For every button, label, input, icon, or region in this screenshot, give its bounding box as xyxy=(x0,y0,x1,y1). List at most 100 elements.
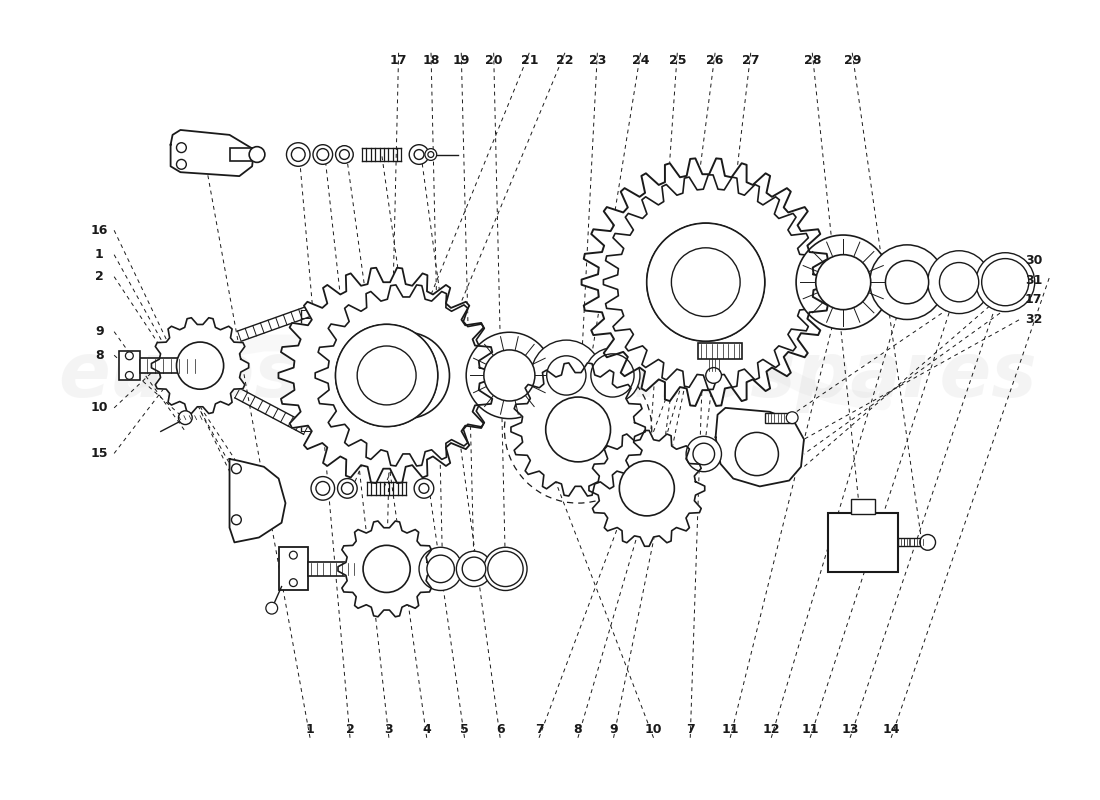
Circle shape xyxy=(317,149,329,161)
Text: 2: 2 xyxy=(345,723,354,737)
Circle shape xyxy=(336,324,438,426)
Polygon shape xyxy=(230,459,286,542)
Text: 1: 1 xyxy=(306,723,315,737)
Text: 29: 29 xyxy=(844,54,861,67)
Text: 14: 14 xyxy=(882,723,900,737)
Text: 20: 20 xyxy=(485,54,503,67)
Text: 12: 12 xyxy=(762,723,780,737)
Text: eurospares: eurospares xyxy=(554,339,1037,414)
Circle shape xyxy=(671,248,740,317)
Bar xyxy=(851,499,874,514)
Circle shape xyxy=(886,261,928,304)
Circle shape xyxy=(484,547,527,590)
Bar xyxy=(136,358,198,374)
Circle shape xyxy=(585,348,640,403)
Circle shape xyxy=(487,551,524,586)
Polygon shape xyxy=(588,430,705,546)
Circle shape xyxy=(336,146,353,163)
Polygon shape xyxy=(152,318,249,414)
Text: 1: 1 xyxy=(95,248,103,261)
Circle shape xyxy=(647,223,764,341)
Bar xyxy=(230,148,254,162)
Text: 4: 4 xyxy=(422,723,431,737)
Text: 32: 32 xyxy=(1025,314,1043,326)
Text: 9: 9 xyxy=(609,723,618,737)
Text: 26: 26 xyxy=(706,54,724,67)
Text: 5: 5 xyxy=(460,723,469,737)
Circle shape xyxy=(531,340,602,411)
Circle shape xyxy=(292,148,305,162)
Bar xyxy=(899,538,926,546)
Bar xyxy=(119,351,140,380)
Text: 19: 19 xyxy=(452,54,470,67)
Text: 30: 30 xyxy=(1025,254,1043,267)
Circle shape xyxy=(338,478,358,498)
Text: 16: 16 xyxy=(90,224,108,237)
Circle shape xyxy=(927,250,990,314)
Circle shape xyxy=(286,142,310,166)
Circle shape xyxy=(178,411,192,425)
Circle shape xyxy=(647,223,764,341)
Circle shape xyxy=(870,245,945,319)
Text: 9: 9 xyxy=(95,325,103,338)
Circle shape xyxy=(816,254,871,310)
Polygon shape xyxy=(582,158,829,406)
Circle shape xyxy=(341,482,353,494)
Circle shape xyxy=(693,443,715,465)
Bar xyxy=(827,513,899,572)
Text: 31: 31 xyxy=(1025,274,1043,287)
Circle shape xyxy=(786,412,799,423)
Circle shape xyxy=(428,151,433,158)
Circle shape xyxy=(289,551,297,559)
Circle shape xyxy=(316,482,330,495)
Text: 11: 11 xyxy=(722,723,739,737)
Circle shape xyxy=(425,149,437,161)
Circle shape xyxy=(311,477,334,500)
Circle shape xyxy=(363,546,410,593)
Text: 24: 24 xyxy=(631,54,649,67)
Text: 13: 13 xyxy=(842,723,859,737)
Text: 7: 7 xyxy=(686,723,694,737)
Text: 23: 23 xyxy=(588,54,606,67)
Text: 17: 17 xyxy=(1025,293,1043,306)
Bar xyxy=(764,413,794,422)
Circle shape xyxy=(314,145,332,164)
Text: 11: 11 xyxy=(802,723,818,737)
Text: 3: 3 xyxy=(385,723,393,737)
Circle shape xyxy=(591,354,634,397)
Polygon shape xyxy=(338,521,436,617)
Text: 27: 27 xyxy=(742,54,759,67)
Bar xyxy=(697,343,742,358)
Circle shape xyxy=(462,557,486,581)
Circle shape xyxy=(981,258,1028,306)
Circle shape xyxy=(266,602,277,614)
Circle shape xyxy=(660,231,761,334)
Circle shape xyxy=(231,464,241,474)
Circle shape xyxy=(176,142,186,153)
Circle shape xyxy=(125,352,133,360)
Circle shape xyxy=(427,555,454,582)
Circle shape xyxy=(686,436,722,472)
Circle shape xyxy=(231,515,241,525)
Text: 2: 2 xyxy=(95,270,103,283)
Text: 15: 15 xyxy=(90,447,108,460)
Bar xyxy=(278,547,308,590)
Text: 8: 8 xyxy=(573,723,582,737)
Polygon shape xyxy=(716,408,804,486)
Circle shape xyxy=(363,332,450,418)
Circle shape xyxy=(920,534,935,550)
Circle shape xyxy=(414,478,433,498)
Polygon shape xyxy=(170,130,254,176)
Polygon shape xyxy=(316,285,497,466)
Circle shape xyxy=(735,433,779,476)
Circle shape xyxy=(125,371,133,379)
Polygon shape xyxy=(604,175,818,390)
Circle shape xyxy=(176,159,186,170)
Circle shape xyxy=(419,483,429,494)
Text: 18: 18 xyxy=(422,54,440,67)
Circle shape xyxy=(340,150,350,159)
Text: 8: 8 xyxy=(95,349,103,362)
Circle shape xyxy=(250,146,265,162)
Text: 6: 6 xyxy=(496,723,505,737)
Text: 10: 10 xyxy=(90,402,108,414)
